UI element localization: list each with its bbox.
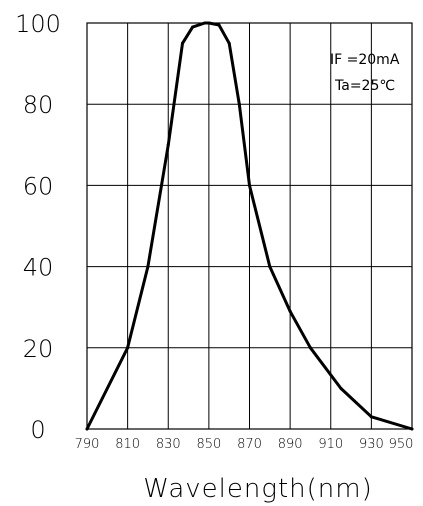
x-tick-label: 950 <box>389 437 414 452</box>
x-tick-label: 870 <box>237 437 262 452</box>
x-axis-ticks: 790 810 830 850 870 890 910 930 950 <box>75 437 414 452</box>
x-tick-label: 890 <box>278 437 303 452</box>
data-point <box>146 265 150 269</box>
x-tick-label: 810 <box>115 437 140 452</box>
data-point <box>248 183 251 187</box>
x-axis-title: Wavelength(nm) <box>143 474 372 504</box>
data-point <box>369 415 373 419</box>
y-tick-label: 60 <box>23 172 54 200</box>
data-point <box>207 21 211 25</box>
plot-frame <box>86 22 413 430</box>
x-tick-label: 850 <box>196 437 221 452</box>
data-point <box>166 143 170 147</box>
data-point <box>288 309 292 313</box>
series-line <box>85 21 414 431</box>
data-point <box>191 25 195 29</box>
x-tick-label: 930 <box>359 437 384 452</box>
y-tick-label: 20 <box>23 335 54 363</box>
data-point <box>237 102 241 106</box>
x-tick-label: 910 <box>318 437 343 452</box>
data-point <box>410 427 414 431</box>
data-point <box>85 427 89 431</box>
data-point <box>308 346 312 350</box>
annotation-temperature: Ta=25℃ <box>334 78 395 94</box>
data-point <box>126 346 130 350</box>
data-point <box>339 386 343 390</box>
x-tick-label: 790 <box>75 437 100 452</box>
y-tick-label: 100 <box>15 10 61 38</box>
annotation-current: IF =20mA <box>330 52 400 68</box>
y-axis-ticks: 0 20 40 60 80 100 <box>15 10 61 444</box>
data-point <box>268 265 272 269</box>
y-tick-label: 0 <box>30 416 45 444</box>
data-point <box>180 41 184 45</box>
data-point <box>227 41 231 45</box>
data-points <box>85 21 414 431</box>
y-tick-label: 40 <box>23 254 54 282</box>
data-point <box>217 23 221 27</box>
y-tick-label: 80 <box>23 91 54 119</box>
x-tick-label: 830 <box>156 437 181 452</box>
data-point <box>203 21 207 25</box>
